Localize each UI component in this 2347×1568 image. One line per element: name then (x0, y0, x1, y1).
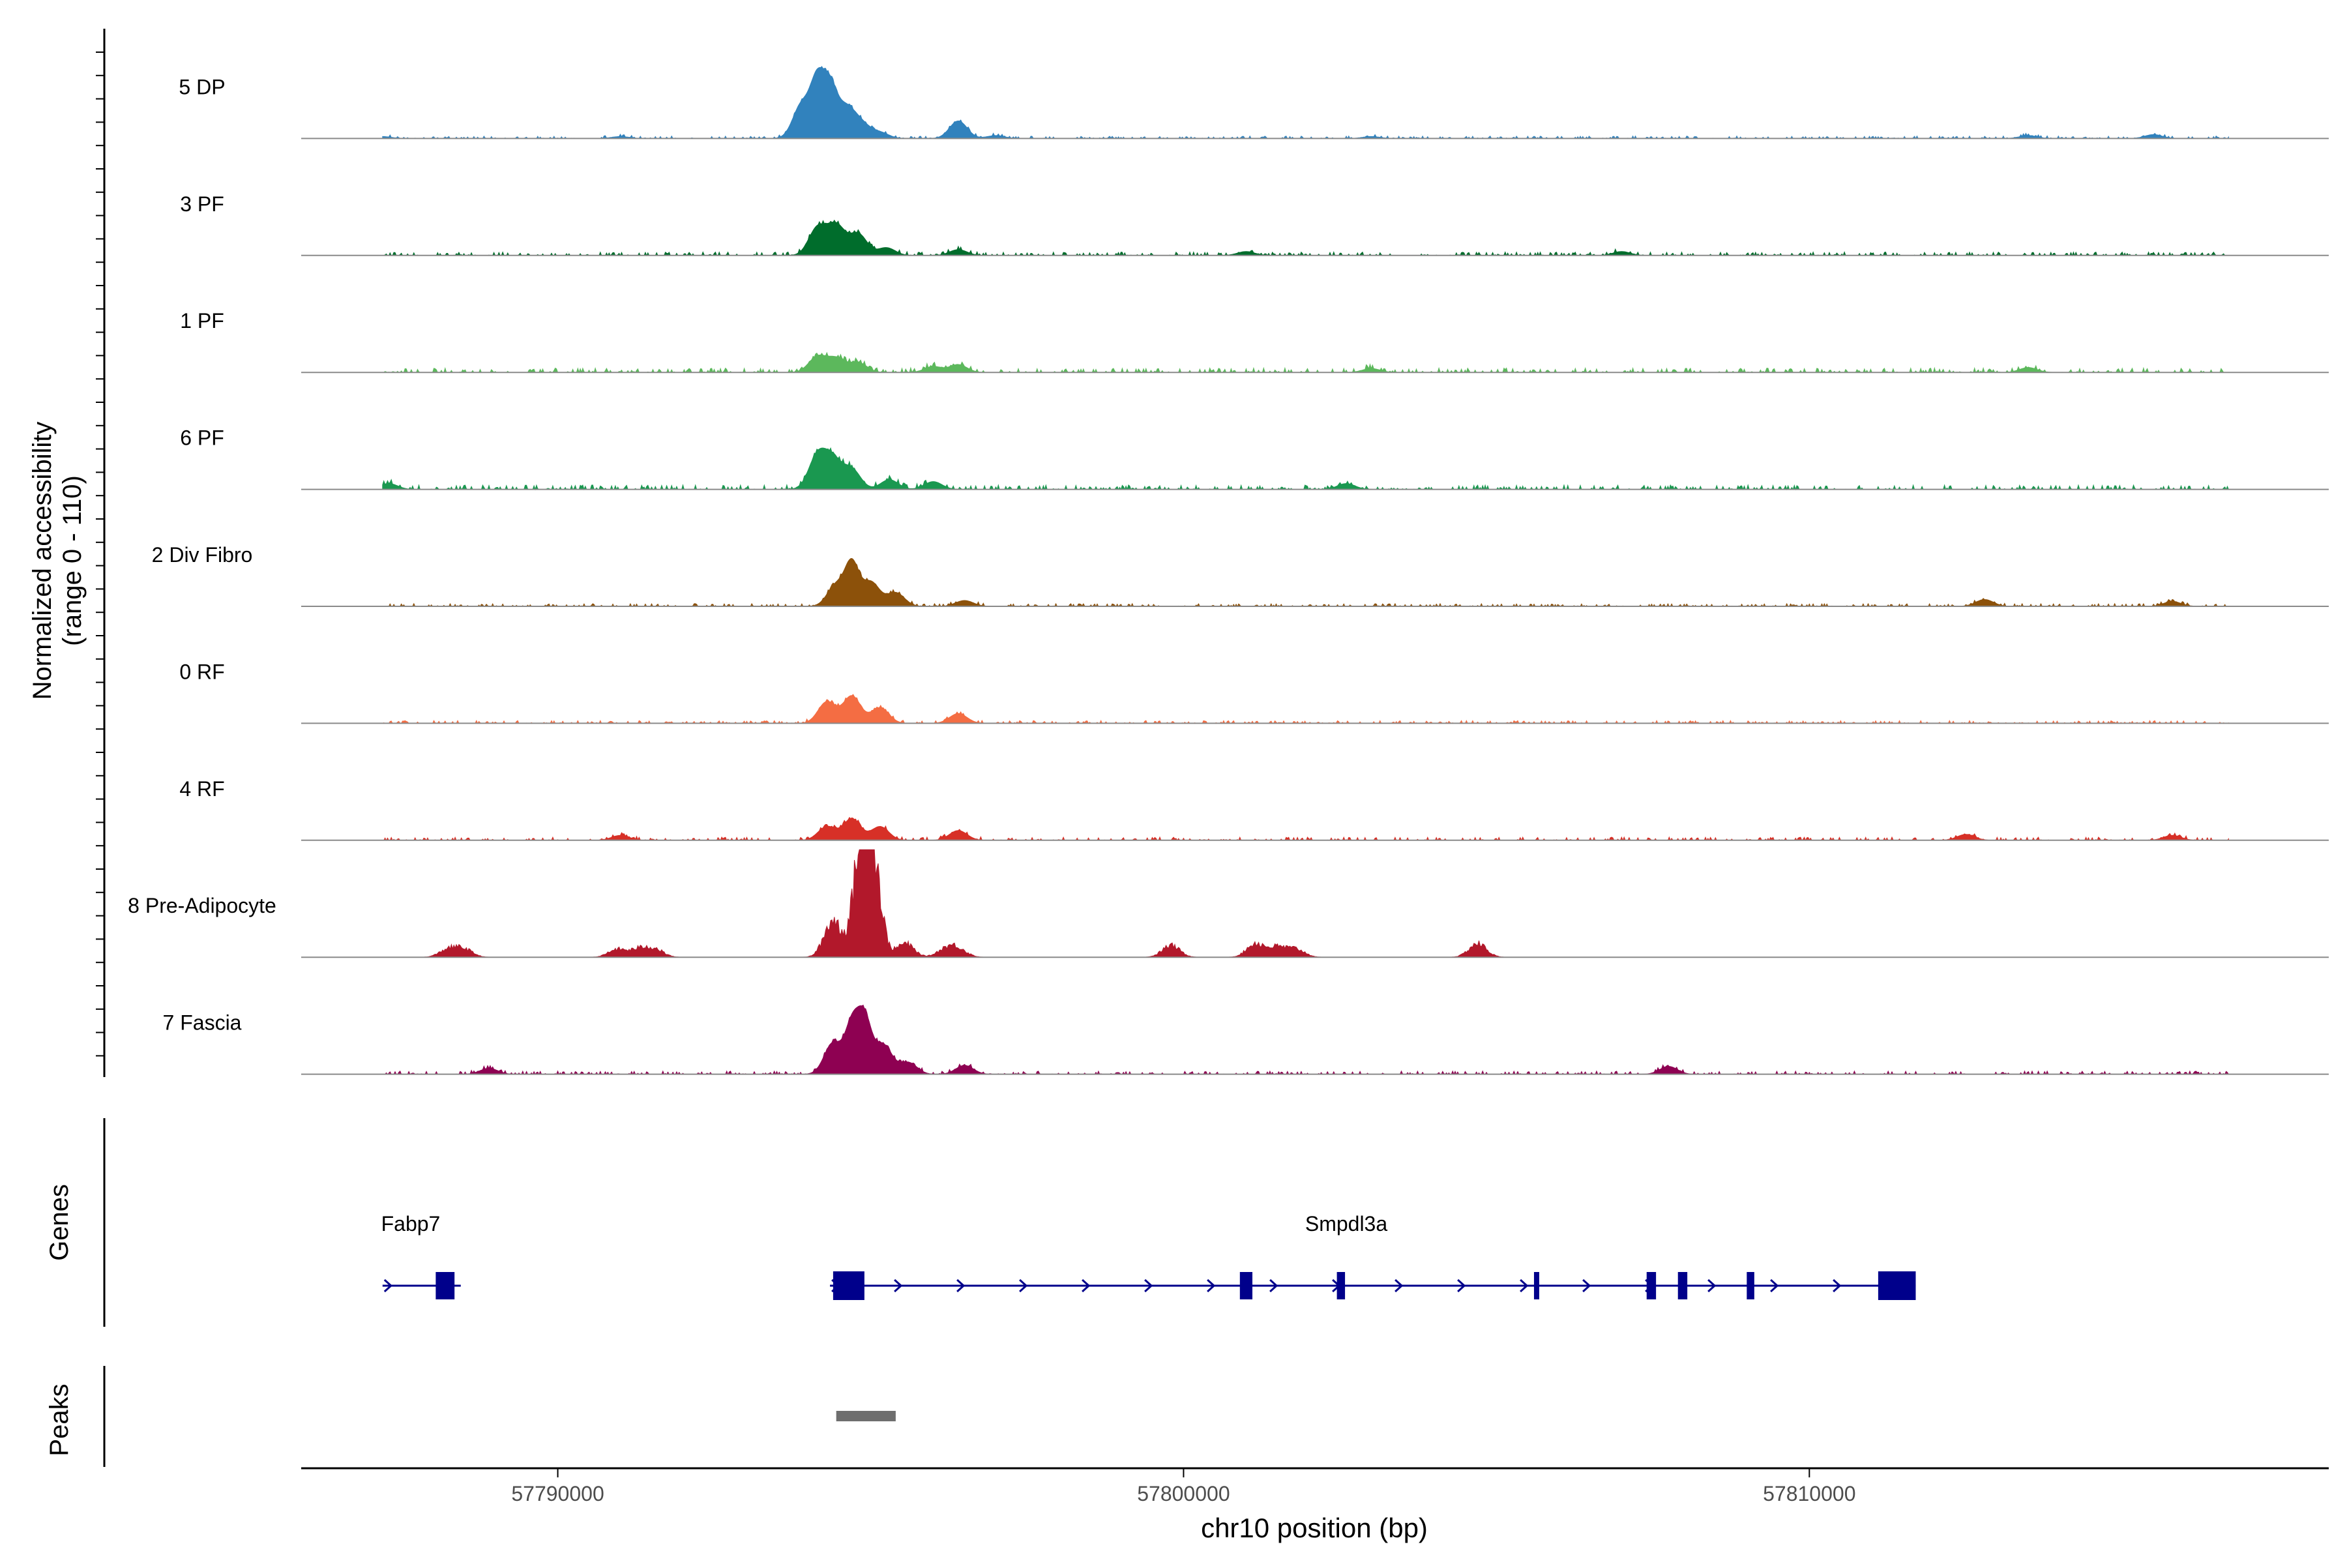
gene-smpdl3a: Smpdl3a (830, 1212, 1916, 1300)
gene-label: Smpdl3a (1305, 1212, 1388, 1235)
exon (1747, 1272, 1754, 1299)
gene-label: Fabp7 (381, 1212, 441, 1235)
genes-panel-title: Genes (45, 1184, 74, 1261)
strand-arrow (1144, 1279, 1153, 1293)
strand-arrow (1833, 1279, 1842, 1293)
x-tick-label: 57790000 (511, 1482, 604, 1505)
track-7-fascia: 7 Fascia (163, 1004, 2329, 1075)
strand-arrow (956, 1279, 966, 1293)
track-label: 0 RF (179, 660, 224, 683)
track-label: 6 PF (180, 426, 224, 450)
exon (1677, 1272, 1688, 1299)
track-label: 3 PF (180, 192, 224, 216)
strand-arrow (894, 1279, 903, 1293)
peak-region (836, 1411, 896, 1421)
strand-arrow (1082, 1279, 1091, 1293)
strand-arrow (1207, 1279, 1216, 1293)
strand-arrow (383, 1279, 393, 1293)
strand-arrow (1582, 1279, 1591, 1293)
strand-arrow (1520, 1279, 1529, 1293)
strand-arrow (1395, 1279, 1404, 1293)
strand-arrow (1457, 1279, 1466, 1293)
x-tick-label: 57810000 (1763, 1482, 1855, 1505)
peaks-panel (103, 1366, 896, 1467)
strand-arrow (1770, 1279, 1779, 1293)
exon (1878, 1271, 1916, 1300)
y-axis-title-line2: (range 0 - 110) (58, 475, 87, 646)
peaks-panel-title: Peaks (45, 1383, 74, 1456)
strand-arrow (1707, 1279, 1717, 1293)
strand-arrow (1019, 1279, 1028, 1293)
track-0-rf: 0 RF (179, 660, 2329, 724)
track-label: 1 PF (180, 309, 224, 333)
x-tick-label: 57800000 (1137, 1482, 1230, 1505)
x-axis: 57790000 57800000 57810000 (301, 1467, 2329, 1505)
gene-annotation-panel: Fabp7 Smpdl3a (103, 1118, 1916, 1327)
accessibility-tracks: 5 DP 3 PF 1 PF 6 PF 2 Div Fibro 0 RF 4 RF 8 Pre… (96, 29, 2329, 1077)
track-label: 7 Fascia (163, 1011, 242, 1035)
track-6-pf: 6 PF (180, 426, 2329, 491)
track-5-dp: 5 DP (179, 66, 2329, 140)
track-label: 2 Div Fibro (152, 543, 253, 567)
exon (1336, 1272, 1346, 1299)
track-label: 5 DP (179, 75, 225, 98)
exon (1239, 1272, 1253, 1299)
track-3-pf: 3 PF (180, 192, 2329, 257)
exon (1533, 1272, 1539, 1299)
track-label: 8 Pre-Adipocyte (128, 894, 276, 917)
track-4-rf: 4 RF (179, 777, 2329, 842)
gene-fabp7: Fabp7 (381, 1212, 461, 1299)
track-8-pre-adipocyte: 8 Pre-Adipocyte (128, 849, 2329, 958)
exon (1646, 1272, 1657, 1299)
y-axis-ticks (96, 52, 104, 1057)
track-2-div-fibro: 2 Div Fibro (152, 543, 2329, 608)
x-axis-title: chr10 position (bp) (1201, 1513, 1428, 1543)
exon (833, 1271, 864, 1300)
y-axis-title-line1: Normalized accessibility (28, 422, 57, 700)
exon (435, 1272, 455, 1299)
strand-arrow (1269, 1279, 1278, 1293)
track-1-pf: 1 PF (180, 309, 2329, 374)
track-label: 4 RF (179, 777, 224, 801)
